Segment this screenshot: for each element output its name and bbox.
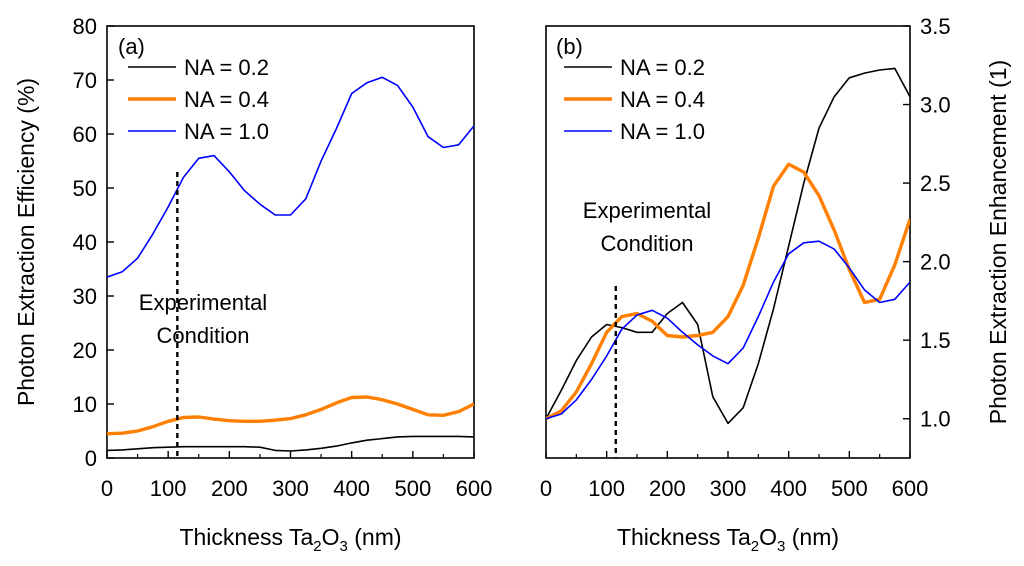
series-line-na-1-0 bbox=[107, 76, 474, 278]
legend-label: NA = 0.4 bbox=[184, 87, 269, 112]
annotation-text: Condition bbox=[157, 323, 250, 348]
x-axis-title-part: (nm) bbox=[348, 524, 402, 550]
y-tick-label: 1.0 bbox=[920, 407, 951, 432]
x-axis-title-subscript: 2 bbox=[751, 538, 759, 555]
y-tick-label: 10 bbox=[73, 392, 97, 417]
x-axis-title-part: Thickness Ta bbox=[179, 524, 313, 550]
x-axis-title-subscript: 3 bbox=[340, 538, 348, 555]
x-tick-label: 600 bbox=[456, 476, 493, 501]
series-line-na-1-0 bbox=[546, 240, 910, 420]
legend-label: NA = 0.4 bbox=[620, 87, 705, 112]
x-axis-title-part: (nm) bbox=[785, 524, 839, 550]
panel-label: (b) bbox=[556, 34, 583, 59]
y-axis-title: Photon Extraction Efficiency (%) bbox=[13, 78, 39, 406]
legend-label: NA = 1.0 bbox=[620, 119, 705, 144]
x-axis-title-part: O bbox=[322, 524, 340, 550]
legend-label: NA = 0.2 bbox=[620, 55, 705, 80]
x-tick-label: 300 bbox=[710, 476, 747, 501]
x-tick-label: 200 bbox=[211, 476, 248, 501]
x-tick-label: 0 bbox=[540, 476, 552, 501]
x-axis-title-part: O bbox=[759, 524, 777, 550]
y-tick-label: 80 bbox=[73, 14, 97, 39]
y-tick-label: 2.0 bbox=[920, 250, 951, 275]
annotation-text: Condition bbox=[601, 231, 694, 256]
legend-label: NA = 0.2 bbox=[184, 55, 269, 80]
x-tick-label: 400 bbox=[333, 476, 370, 501]
x-tick-label: 600 bbox=[892, 476, 929, 501]
plot-frame bbox=[106, 25, 475, 459]
panel-label: (a) bbox=[118, 34, 145, 59]
y-tick-label: 2.5 bbox=[920, 171, 951, 196]
series-line-na-0-2 bbox=[107, 435, 474, 452]
y-axis-title: Photon Extraction Enhancement (1) bbox=[985, 60, 1011, 424]
y-tick-label: 60 bbox=[73, 122, 97, 147]
x-tick-label: 500 bbox=[394, 476, 431, 501]
panel-b: 0 100 200 300 400 500 600 1.0 1.5 2.0 2.5 3.0 3.5 Exp… bbox=[540, 14, 1011, 555]
y-tick-label: 50 bbox=[73, 176, 97, 201]
x-tick-label: 100 bbox=[150, 476, 187, 501]
series-line-na-0-2 bbox=[546, 67, 910, 425]
x-axis-title-subscript: 3 bbox=[777, 538, 785, 555]
x-tick-label: 500 bbox=[831, 476, 868, 501]
x-tick-label: 100 bbox=[588, 476, 625, 501]
x-axis-title: Thickness Ta2O3 (nm) bbox=[617, 524, 839, 555]
y-tick-label: 1.5 bbox=[920, 328, 951, 353]
panel-a: 0 100 200 300 400 500 600 0 10 20 30 40 50 60 70 80 Expe… bbox=[13, 14, 492, 555]
legend-label: NA = 1.0 bbox=[184, 119, 269, 144]
y-tick-label: 70 bbox=[73, 68, 97, 93]
y-tick-label: 30 bbox=[73, 284, 97, 309]
annotation-text: Experimental bbox=[583, 198, 711, 223]
y-tick-label: 0 bbox=[85, 446, 97, 471]
x-tick-label: 0 bbox=[101, 476, 113, 501]
y-tick-label: 3.0 bbox=[920, 93, 951, 118]
series-line-na-0-4 bbox=[107, 395, 474, 436]
x-axis-title-part: Thickness Ta bbox=[617, 524, 751, 550]
y-tick-label: 40 bbox=[73, 230, 97, 255]
y-tick-label: 3.5 bbox=[920, 14, 951, 39]
series-line-na-0-4 bbox=[546, 162, 910, 421]
x-axis-title: Thickness Ta2O3 (nm) bbox=[179, 524, 401, 555]
x-tick-label: 400 bbox=[770, 476, 807, 501]
annotation-text: Experimental bbox=[139, 290, 267, 315]
x-axis-title-subscript: 2 bbox=[313, 538, 321, 555]
x-tick-label: 200 bbox=[649, 476, 686, 501]
y-tick-label: 20 bbox=[73, 338, 97, 363]
x-tick-label: 300 bbox=[272, 476, 309, 501]
